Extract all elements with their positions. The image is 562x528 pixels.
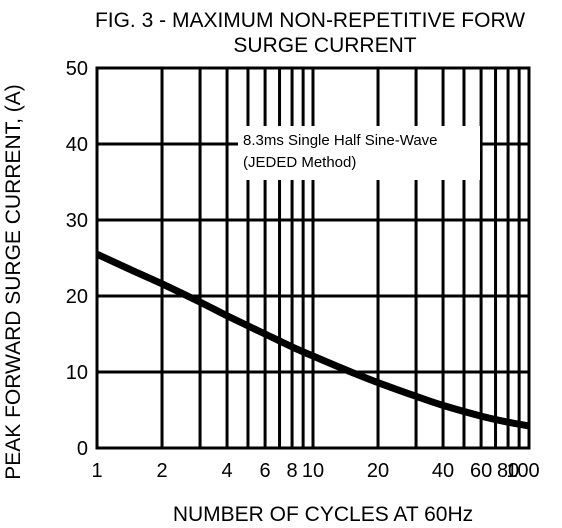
surge-current-curve-0: [95, 251, 530, 430]
x-tick-label-40: 40: [432, 460, 454, 482]
x-axis-title: NUMBER OF CYCLES AT 60Hz: [173, 503, 473, 526]
y-tick-label-20: 20: [66, 286, 88, 308]
annotation-line-2: (JEDED Method): [243, 154, 356, 171]
x-tick-label-80: 80: [497, 460, 519, 482]
x-tick-label-60: 60: [470, 460, 492, 482]
x-tick-label-6: 6: [260, 460, 271, 482]
x-tick-label-100: 100: [506, 460, 539, 482]
series-layer: [95, 251, 530, 430]
x-tick-label-4: 4: [221, 460, 232, 482]
x-tick-label-1: 1: [91, 460, 102, 482]
x-tick-label-2: 2: [156, 460, 167, 482]
y-tick-label-30: 30: [66, 210, 88, 232]
y-axis-title: PEAK FORWARD SURGE CURRENT, (A): [2, 84, 25, 480]
y-tick-label-0: 0: [77, 438, 88, 460]
chart-title-line-2: SURGE CURRENT: [233, 34, 416, 57]
plot-border: [95, 66, 531, 450]
annotation-box: [238, 126, 480, 180]
grid-lines: [95, 66, 531, 450]
y-tick-label-40: 40: [66, 134, 88, 156]
x-tick-label-20: 20: [367, 460, 389, 482]
chart-title-line-1: FIG. 3 - MAXIMUM NON-REPETITIVE FORW: [95, 9, 525, 32]
x-tick-label-10: 10: [302, 460, 324, 482]
x-tick-label-8: 8: [287, 460, 298, 482]
y-tick-label-50: 50: [66, 58, 88, 80]
y-tick-label-10: 10: [66, 362, 88, 384]
annotation-line-1: 8.3ms Single Half Sine-Wave: [243, 132, 438, 149]
